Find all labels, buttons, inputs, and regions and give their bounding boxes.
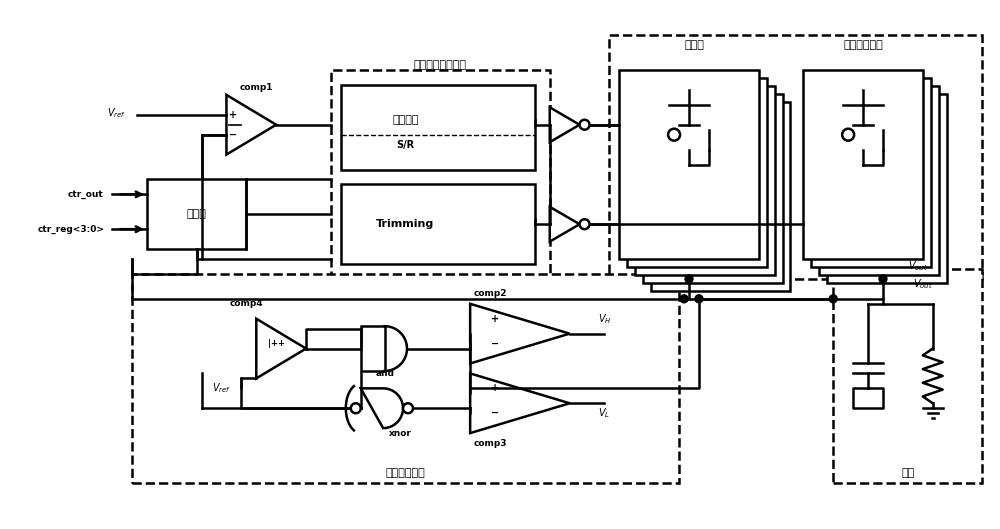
- Text: Trimming: Trimming: [376, 219, 435, 229]
- Polygon shape: [550, 107, 580, 142]
- Bar: [819, 86, 939, 275]
- Text: −: −: [491, 408, 499, 418]
- Text: S/R: S/R: [396, 140, 415, 150]
- Circle shape: [403, 403, 413, 413]
- Text: $V_H$: $V_H$: [598, 312, 611, 326]
- Text: 电压采样模块: 电压采样模块: [386, 468, 425, 478]
- Text: +: +: [491, 314, 499, 324]
- Text: xnor: xnor: [389, 428, 412, 437]
- Bar: [609, 35, 982, 279]
- Circle shape: [842, 129, 854, 141]
- Text: and: and: [376, 369, 395, 378]
- Bar: [331, 70, 550, 279]
- Text: 数字逻辑控制模块: 数字逻辑控制模块: [414, 60, 467, 70]
- Bar: [341, 85, 535, 169]
- Text: $V_{ref}$: $V_{ref}$: [107, 106, 126, 120]
- Text: 寄存器: 寄存器: [187, 209, 207, 219]
- Text: $V_L$: $V_L$: [598, 406, 610, 420]
- Text: −: −: [491, 339, 499, 349]
- Bar: [827, 94, 947, 283]
- Bar: [132, 274, 679, 483]
- Circle shape: [685, 275, 693, 283]
- Text: −: −: [229, 130, 237, 140]
- Polygon shape: [470, 373, 570, 433]
- Text: $V_{out}$: $V_{out}$: [908, 259, 928, 273]
- Circle shape: [829, 295, 837, 303]
- Text: comp4: comp4: [230, 299, 263, 308]
- Circle shape: [668, 129, 680, 141]
- Bar: [811, 78, 931, 267]
- Polygon shape: [361, 388, 403, 428]
- Text: ctr_reg<3:0>: ctr_reg<3:0>: [37, 225, 104, 234]
- Text: 辅助配置阵列: 辅助配置阵列: [843, 40, 883, 50]
- Text: +: +: [229, 110, 237, 120]
- Text: comp2: comp2: [473, 289, 507, 298]
- Bar: [803, 70, 923, 259]
- Text: +: +: [491, 384, 499, 394]
- Circle shape: [680, 295, 688, 303]
- Polygon shape: [256, 318, 306, 378]
- Circle shape: [580, 120, 590, 130]
- Text: comp1: comp1: [240, 84, 273, 93]
- Text: 主阵列: 主阵列: [684, 40, 704, 50]
- Polygon shape: [226, 95, 276, 154]
- Bar: [627, 78, 767, 267]
- Text: comp3: comp3: [473, 439, 507, 448]
- Bar: [341, 185, 535, 264]
- Polygon shape: [550, 207, 580, 242]
- Circle shape: [879, 275, 887, 283]
- Bar: [635, 86, 775, 275]
- Bar: [651, 102, 790, 291]
- Circle shape: [695, 295, 703, 303]
- Text: |++: |++: [268, 339, 285, 348]
- Text: 负载: 负载: [901, 468, 914, 478]
- Text: $V_{out}$: $V_{out}$: [913, 277, 933, 291]
- Text: ctr_out: ctr_out: [67, 190, 103, 199]
- Circle shape: [351, 403, 361, 413]
- Bar: [147, 179, 246, 249]
- Text: $V_{ref}$: $V_{ref}$: [212, 381, 231, 395]
- Bar: [833, 269, 982, 483]
- Text: 逐次逼近: 逐次逼近: [392, 115, 419, 125]
- Polygon shape: [470, 304, 570, 363]
- Bar: [619, 70, 759, 259]
- Circle shape: [580, 219, 590, 229]
- Bar: [643, 94, 783, 283]
- Bar: [361, 326, 385, 371]
